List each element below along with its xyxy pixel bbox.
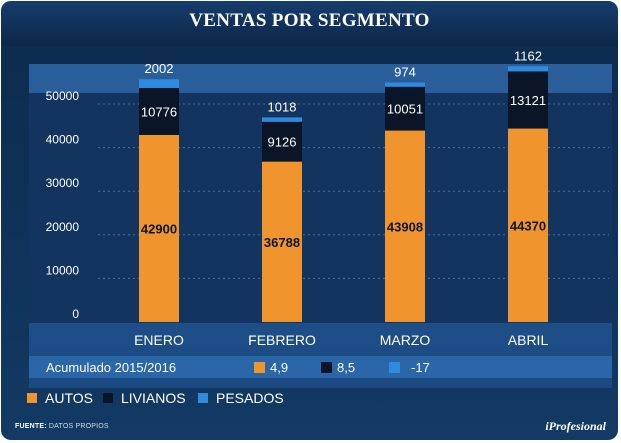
chart-title: VENTAS POR SEGMENTO (189, 10, 430, 31)
bar-autos-febrero (262, 161, 302, 322)
bar-livianos-marzo (385, 86, 425, 131)
accumulated-bar (29, 356, 612, 378)
accumulated-pesados: -17 (389, 359, 430, 375)
accumulated-livianos-swatch (321, 361, 332, 373)
bar-pesados-abril (508, 66, 548, 72)
data-label-pesados: 2002 (145, 61, 174, 76)
bar-pesados-enero (139, 79, 179, 88)
legend-pesados-swatch (198, 393, 208, 403)
data-label-pesados: 1018 (268, 99, 297, 114)
data-label-autos: 42900 (141, 221, 177, 236)
accumulated-pesados-value: -17 (411, 359, 430, 375)
data-label-autos: 44370 (510, 218, 546, 233)
accumulated-autos: 4,9 (254, 359, 288, 375)
data-label-livianos: 13121 (510, 93, 546, 108)
bar-livianos-febrero (262, 121, 302, 162)
data-label-pesados: 1162 (514, 48, 542, 63)
header-bar (1, 1, 618, 46)
data-label-livianos: 9126 (268, 135, 297, 150)
bar-pesados-febrero (262, 117, 302, 122)
data-label-livianos: 10776 (141, 104, 177, 119)
x-category-label: FEBRERO (248, 332, 316, 348)
y-tick-label: 50000 (46, 89, 80, 103)
bar-autos-abril (508, 128, 548, 322)
accumulated-autos-value: 4,9 (270, 359, 289, 375)
bar-autos-marzo (385, 130, 425, 322)
legend-pesados-label: PESADOS (216, 390, 284, 406)
bar-livianos-abril (508, 71, 548, 129)
x-category-label: MARZO (380, 332, 431, 348)
bar-autos-enero (139, 134, 179, 322)
brand-logo: iProfesional (545, 419, 606, 433)
y-tick-label: 30000 (46, 176, 80, 190)
accumulated-label: Acumulado 2015/2016 (46, 360, 177, 375)
accumulated-autos-swatch (254, 361, 265, 373)
source-label: FUENTE: (15, 423, 47, 430)
legend-livianos-swatch (103, 393, 113, 403)
source-text: DATOS PROPIOS (48, 423, 109, 430)
accumulated-livianos: 8,5 (321, 359, 355, 375)
legend-livianos-label: LIVIANOS (121, 390, 186, 406)
legend-autos: AUTOS (27, 390, 93, 406)
data-label-autos: 43908 (387, 219, 423, 234)
bar-livianos-enero (139, 87, 179, 135)
x-category-label: ABRIL (508, 332, 549, 348)
data-label-autos: 36788 (264, 235, 300, 250)
bar-pesados-marzo (385, 82, 425, 87)
accumulated-livianos-value: 8,5 (337, 359, 356, 375)
legend-livianos: LIVIANOS (103, 390, 186, 406)
y-tick-label: 10000 (46, 263, 80, 277)
legend-pesados: PESADOS (198, 390, 284, 406)
legend-autos-label: AUTOS (45, 390, 93, 406)
data-label-livianos: 10051 (387, 102, 423, 117)
source-note: FUENTE: DATOS PROPIOS (15, 423, 109, 430)
accumulated-pesados-swatch (389, 361, 400, 373)
y-tick-label: 0 (72, 307, 79, 321)
legend-autos-swatch (27, 393, 37, 403)
data-label-pesados: 974 (394, 64, 416, 79)
y-tick-label: 40000 (46, 133, 80, 147)
y-tick-label: 20000 (46, 220, 80, 234)
x-category-label: ENERO (134, 332, 184, 348)
